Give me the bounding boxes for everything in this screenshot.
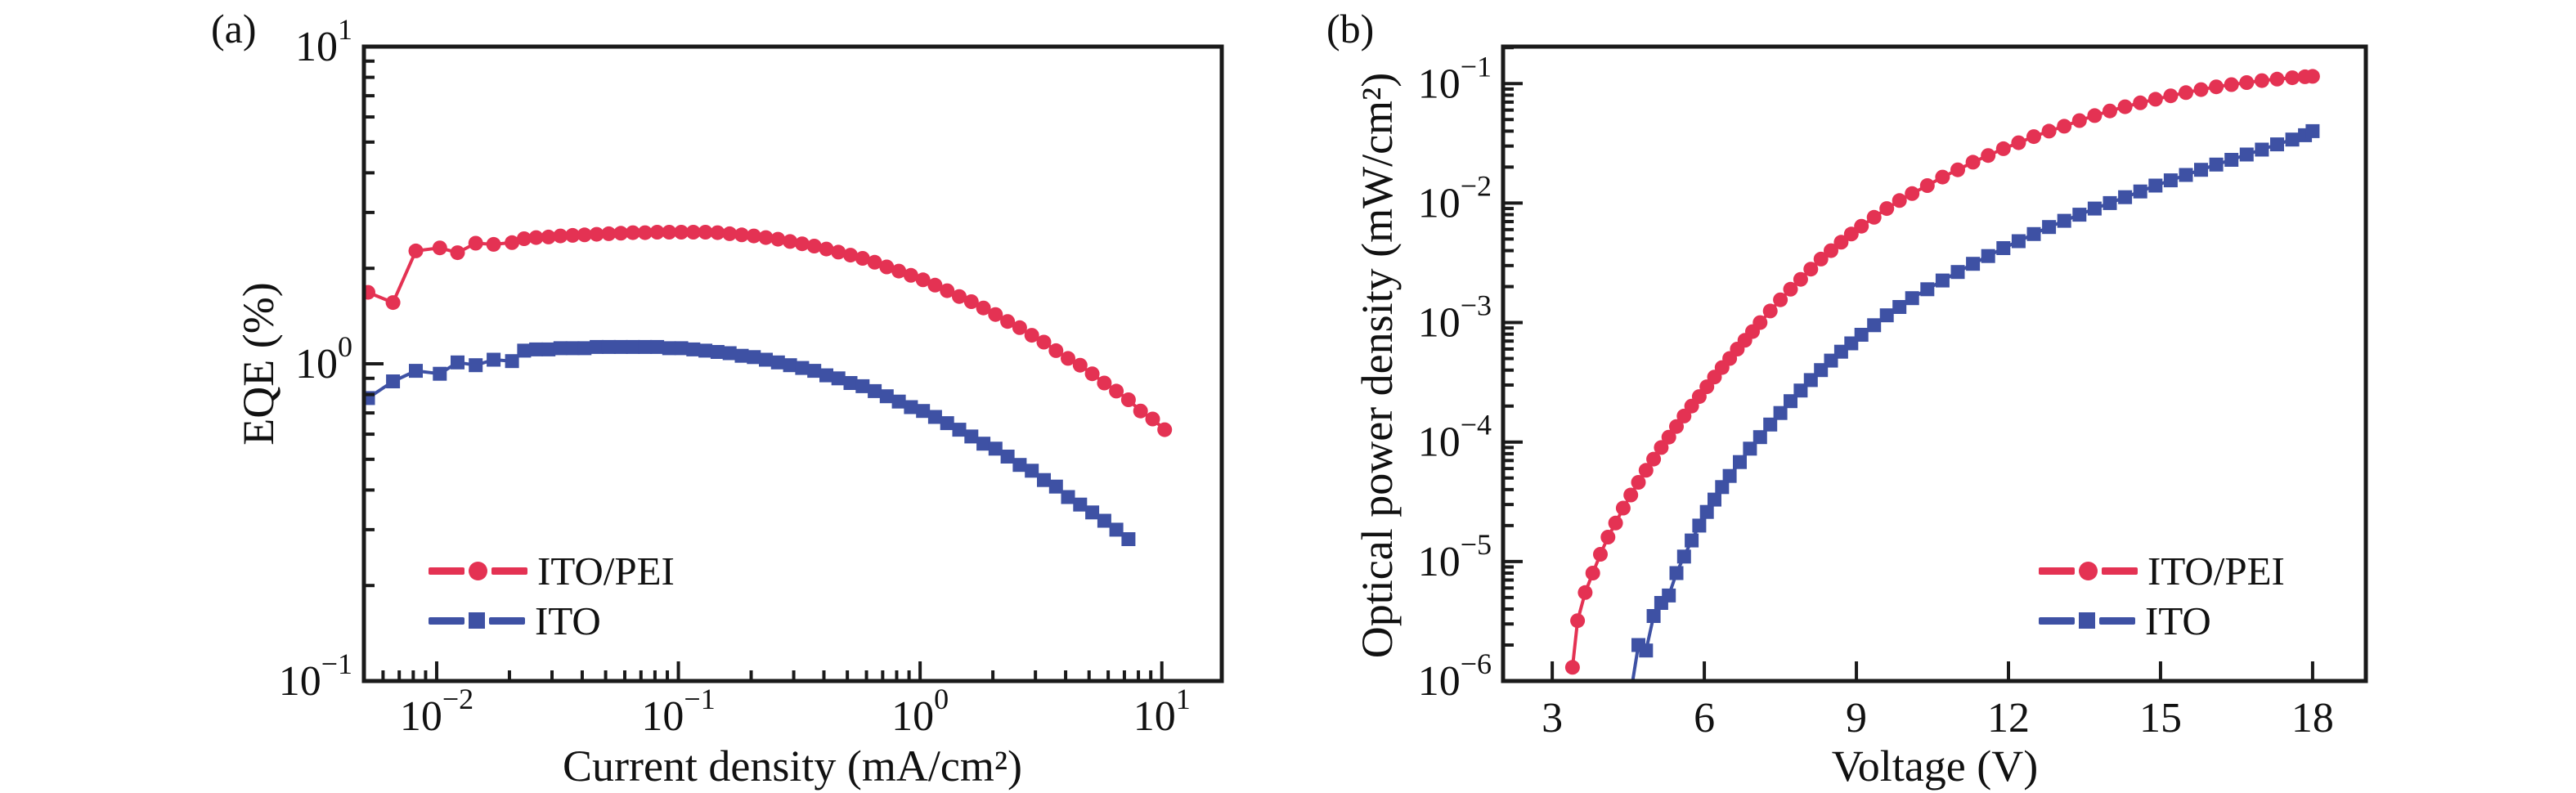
legend-line-segment: [491, 567, 527, 575]
svg-text:100: 100: [891, 683, 949, 740]
svg-text:3: 3: [1542, 695, 1563, 741]
svg-text:10−1: 10−1: [1418, 50, 1492, 107]
panel-a-x-axis-title: Current density (mA/cm²): [562, 741, 1023, 791]
legend-item-ito-pei: ITO/PEI: [2039, 548, 2285, 594]
panel-b-frame: [1501, 44, 2368, 683]
legend-item-ito: ITO: [429, 598, 675, 643]
panel-b-label: (b): [1326, 6, 1375, 52]
legend-line-segment: [2039, 567, 2075, 575]
legend-label: ITO: [2145, 598, 2211, 643]
svg-text:9: 9: [1846, 695, 1867, 741]
panel-a-series: [364, 225, 1173, 546]
panel-b-series: [1564, 69, 2320, 681]
svg-text:10−1: 10−1: [641, 683, 715, 740]
legend-line-segment: [429, 616, 464, 625]
legend-item-ito: ITO: [2039, 598, 2285, 643]
svg-text:101: 101: [295, 13, 352, 70]
svg-text:10−4: 10−4: [1418, 409, 1492, 466]
svg-text:10−2: 10−2: [400, 683, 473, 740]
panel-b-legend: ITO/PEI ITO: [2039, 548, 2285, 643]
panel-b-y-axis-title: Optical power density (mW/cm²): [1353, 72, 1402, 659]
svg-text:10−6: 10−6: [1418, 647, 1492, 705]
legend-label: ITO/PEI: [537, 548, 675, 594]
circle-marker-icon: [2079, 561, 2098, 580]
svg-text:100: 100: [295, 330, 352, 388]
legend-line-segment: [2039, 616, 2075, 625]
legend-label: ITO: [535, 598, 601, 643]
panel-a-ticks: [364, 45, 1164, 683]
svg-text:101: 101: [1133, 683, 1191, 740]
panel-b-ticks: [1503, 46, 2314, 683]
panel-a-legend: ITO/PEI ITO: [429, 548, 675, 643]
svg-text:18: 18: [2291, 695, 2334, 741]
svg-text:10−3: 10−3: [1418, 289, 1492, 347]
panel-b-tick-labels: 3 6 9 12 15 18 10−6 10−5 10−4 10−3 10−2 10−1: [1418, 50, 2334, 741]
svg-text:15: 15: [2139, 695, 2182, 741]
legend-label: ITO/PEI: [2147, 548, 2285, 594]
legend-line-segment: [489, 616, 525, 625]
legend-line-segment: [2102, 567, 2138, 575]
legend-item-ito-pei: ITO/PEI: [429, 548, 675, 594]
svg-text:6: 6: [1694, 695, 1715, 741]
square-marker-icon: [2079, 612, 2095, 629]
panel-a-label: (a): [211, 6, 257, 52]
panel-b-x-axis-title: Voltage (V): [1831, 741, 2039, 791]
circle-marker-icon: [469, 561, 487, 580]
svg-text:12: 12: [1987, 695, 2030, 741]
svg-text:10−5: 10−5: [1418, 528, 1492, 585]
series-line-ito: [366, 345, 1130, 541]
square-marker-icon: [469, 612, 485, 629]
series-line-ito-pei: [367, 231, 1166, 432]
panel-a-y-axis-title: EQE (%): [234, 282, 283, 446]
legend-line-segment: [2099, 616, 2135, 625]
svg-text:10−1: 10−1: [279, 647, 352, 705]
panel-a-tick-labels: 10−2 10−1 100 101 10−1 100 101: [279, 13, 1191, 740]
svg-text:10−2: 10−2: [1418, 169, 1492, 226]
legend-line-segment: [429, 567, 464, 575]
